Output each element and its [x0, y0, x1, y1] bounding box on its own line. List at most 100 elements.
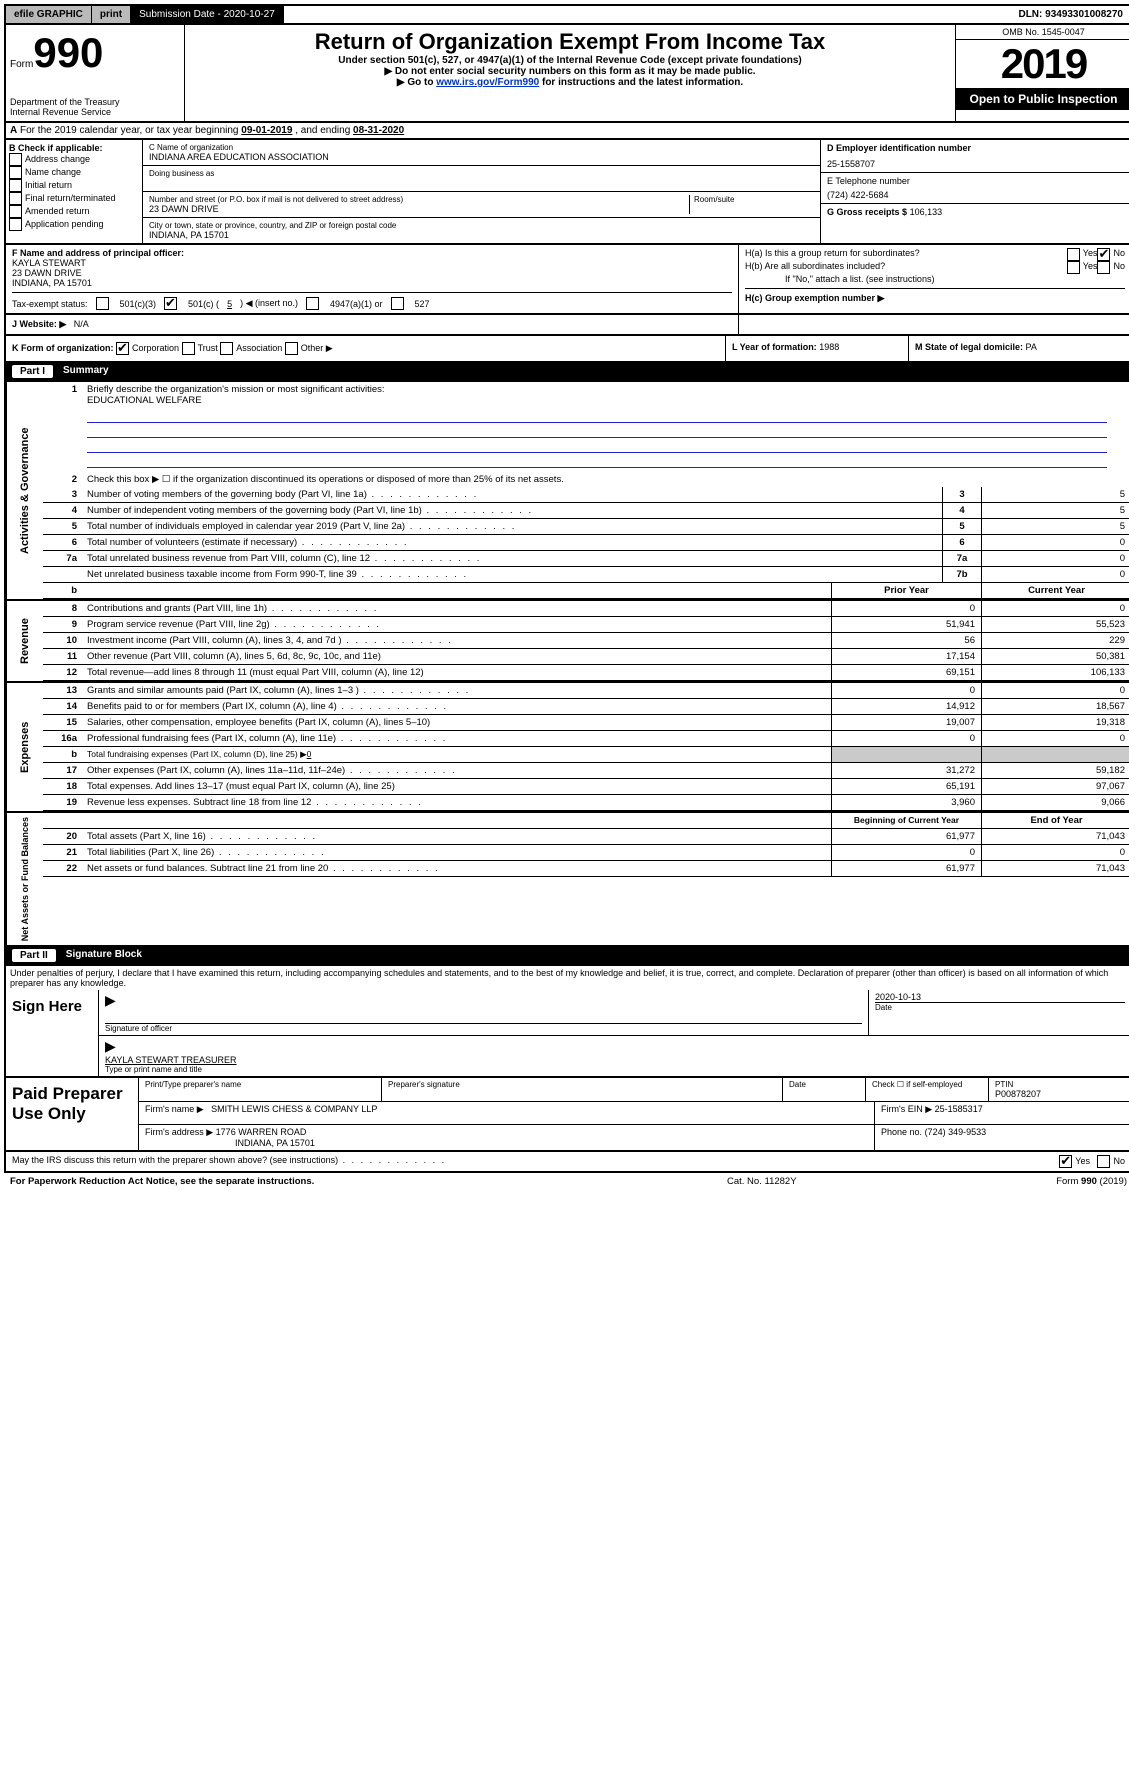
p22: 61,977 — [831, 861, 981, 876]
hc-label: H(c) Group exemption number ▶ — [745, 293, 884, 303]
vlabel-expenses: Expenses — [6, 683, 43, 811]
vlabel-revenue: Revenue — [6, 601, 43, 681]
form-num: 990 — [33, 29, 103, 76]
cb-application-pending[interactable]: Application pending — [9, 218, 139, 231]
c18: 97,067 — [981, 779, 1129, 794]
officer-typed-name: KAYLA STEWART TREASURER — [105, 1055, 237, 1065]
mission-text: EDUCATIONAL WELFARE — [87, 395, 1127, 406]
box-f: F Name and address of principal officer:… — [6, 245, 739, 313]
tax-year-end: 08-31-2020 — [353, 125, 404, 136]
q7a-label: Total unrelated business revenue from Pa… — [83, 551, 942, 566]
cb-corporation[interactable] — [116, 342, 129, 355]
discuss-yes[interactable] — [1059, 1155, 1072, 1168]
ein-value: 25-1558707 — [827, 153, 1125, 169]
box-m: M State of legal domicile: PA — [909, 336, 1129, 361]
v5: 5 — [981, 519, 1129, 534]
q4-label: Number of independent voting members of … — [83, 503, 942, 518]
cb-address-change[interactable]: Address change — [9, 153, 139, 166]
part1-netassets: Net Assets or Fund Balances Beginning of… — [4, 813, 1129, 947]
q6-label: Total number of volunteers (estimate if … — [83, 535, 942, 550]
q1-label: Briefly describe the organization's miss… — [87, 384, 1127, 395]
footer-left: For Paperwork Reduction Act Notice, see … — [10, 1176, 727, 1187]
footer-center: Cat. No. 11282Y — [727, 1176, 927, 1187]
cb-association[interactable] — [220, 342, 233, 355]
c16a: 0 — [981, 731, 1129, 746]
prep-sig-hdr: Preparer's signature — [382, 1078, 783, 1101]
submission-date: Submission Date - 2020-10-27 — [131, 6, 284, 23]
firm-name: SMITH LEWIS CHESS & COMPANY LLP — [211, 1104, 377, 1114]
form-prefix: Form — [10, 59, 33, 70]
subtitle-3: ▶ Go to www.irs.gov/Form990 for instruct… — [189, 77, 951, 88]
vlabel-governance: Activities & Governance — [6, 382, 43, 599]
v7a: 0 — [981, 551, 1129, 566]
identity-block: B Check if applicable: Address change Na… — [4, 140, 1129, 245]
p12: 69,151 — [831, 665, 981, 680]
firm-phone: (724) 349-9533 — [925, 1127, 987, 1137]
c19: 9,066 — [981, 795, 1129, 810]
print-button[interactable]: print — [92, 6, 131, 23]
prep-date-hdr: Date — [783, 1078, 866, 1101]
cb-initial-return[interactable]: Initial return — [9, 179, 139, 192]
klm-row: K Form of organization: Corporation Trus… — [4, 336, 1129, 363]
cb-501c[interactable] — [164, 297, 177, 310]
p19: 3,960 — [831, 795, 981, 810]
p16a: 0 — [831, 731, 981, 746]
c11: 50,381 — [981, 649, 1129, 664]
cb-final-return[interactable]: Final return/terminated — [9, 192, 139, 205]
cb-501c3[interactable] — [96, 297, 109, 310]
perjury-text: Under penalties of perjury, I declare th… — [4, 966, 1129, 990]
form-header: Form990 Department of the Treasury Inter… — [4, 25, 1129, 123]
p17: 31,272 — [831, 763, 981, 778]
q16b-val: 0 — [307, 749, 312, 759]
p8: 0 — [831, 601, 981, 616]
v7b: 0 — [981, 567, 1129, 582]
p20: 61,977 — [831, 829, 981, 844]
preparer-block: Paid Preparer Use Only Print/Type prepar… — [4, 1078, 1129, 1152]
website-value: N/A — [74, 319, 89, 329]
sig-officer-label: Signature of officer — [105, 1023, 862, 1033]
box-deg: D Employer identification number 25-1558… — [821, 140, 1129, 243]
footer: For Paperwork Reduction Act Notice, see … — [4, 1173, 1129, 1190]
irs-label: Internal Revenue Service — [10, 107, 180, 117]
row-a: A For the 2019 calendar year, or tax yea… — [4, 123, 1129, 140]
officer-name: KAYLA STEWART — [12, 258, 732, 268]
c20: 71,043 — [981, 829, 1129, 844]
ptin-value: P00878207 — [995, 1089, 1125, 1099]
current-year-hdr: Current Year — [981, 583, 1129, 598]
instructions-link[interactable]: www.irs.gov/Form990 — [436, 77, 539, 88]
c16b-shade — [981, 747, 1129, 762]
end-year-hdr: End of Year — [981, 813, 1129, 828]
c13: 0 — [981, 683, 1129, 698]
v4: 5 — [981, 503, 1129, 518]
ha-yes[interactable] — [1067, 248, 1080, 261]
box-c: C Name of organization INDIANA AREA EDUC… — [143, 140, 821, 243]
sign-here-label: Sign Here — [6, 990, 99, 1076]
hb-yes[interactable] — [1067, 261, 1080, 274]
p14: 14,912 — [831, 699, 981, 714]
cb-name-change[interactable]: Name change — [9, 166, 139, 179]
discuss-no[interactable] — [1097, 1155, 1110, 1168]
preparer-label: Paid Preparer Use Only — [6, 1078, 139, 1150]
c15: 19,318 — [981, 715, 1129, 730]
c9: 55,523 — [981, 617, 1129, 632]
cb-4947[interactable] — [306, 297, 319, 310]
c21: 0 — [981, 845, 1129, 860]
tax-exempt-status: Tax-exempt status: 501(c)(3) 501(c) (5) … — [12, 292, 732, 310]
cb-527[interactable] — [391, 297, 404, 310]
q3-label: Number of voting members of the governin… — [83, 487, 942, 502]
cb-trust[interactable] — [182, 342, 195, 355]
hb-no[interactable] — [1097, 261, 1110, 274]
form-title: Return of Organization Exempt From Incom… — [189, 29, 951, 55]
discuss-row: May the IRS discuss this return with the… — [4, 1152, 1129, 1173]
website-row: J Website: ▶ N/A — [4, 315, 1129, 336]
cb-other[interactable] — [285, 342, 298, 355]
c12: 106,133 — [981, 665, 1129, 680]
street-address: 23 DAWN DRIVE — [149, 204, 689, 214]
p16b-shade — [831, 747, 981, 762]
ha-no[interactable] — [1097, 248, 1110, 261]
cb-amended[interactable]: Amended return — [9, 205, 139, 218]
v6: 0 — [981, 535, 1129, 550]
c14: 18,567 — [981, 699, 1129, 714]
ptin-label: PTIN — [995, 1080, 1125, 1089]
p18: 65,191 — [831, 779, 981, 794]
